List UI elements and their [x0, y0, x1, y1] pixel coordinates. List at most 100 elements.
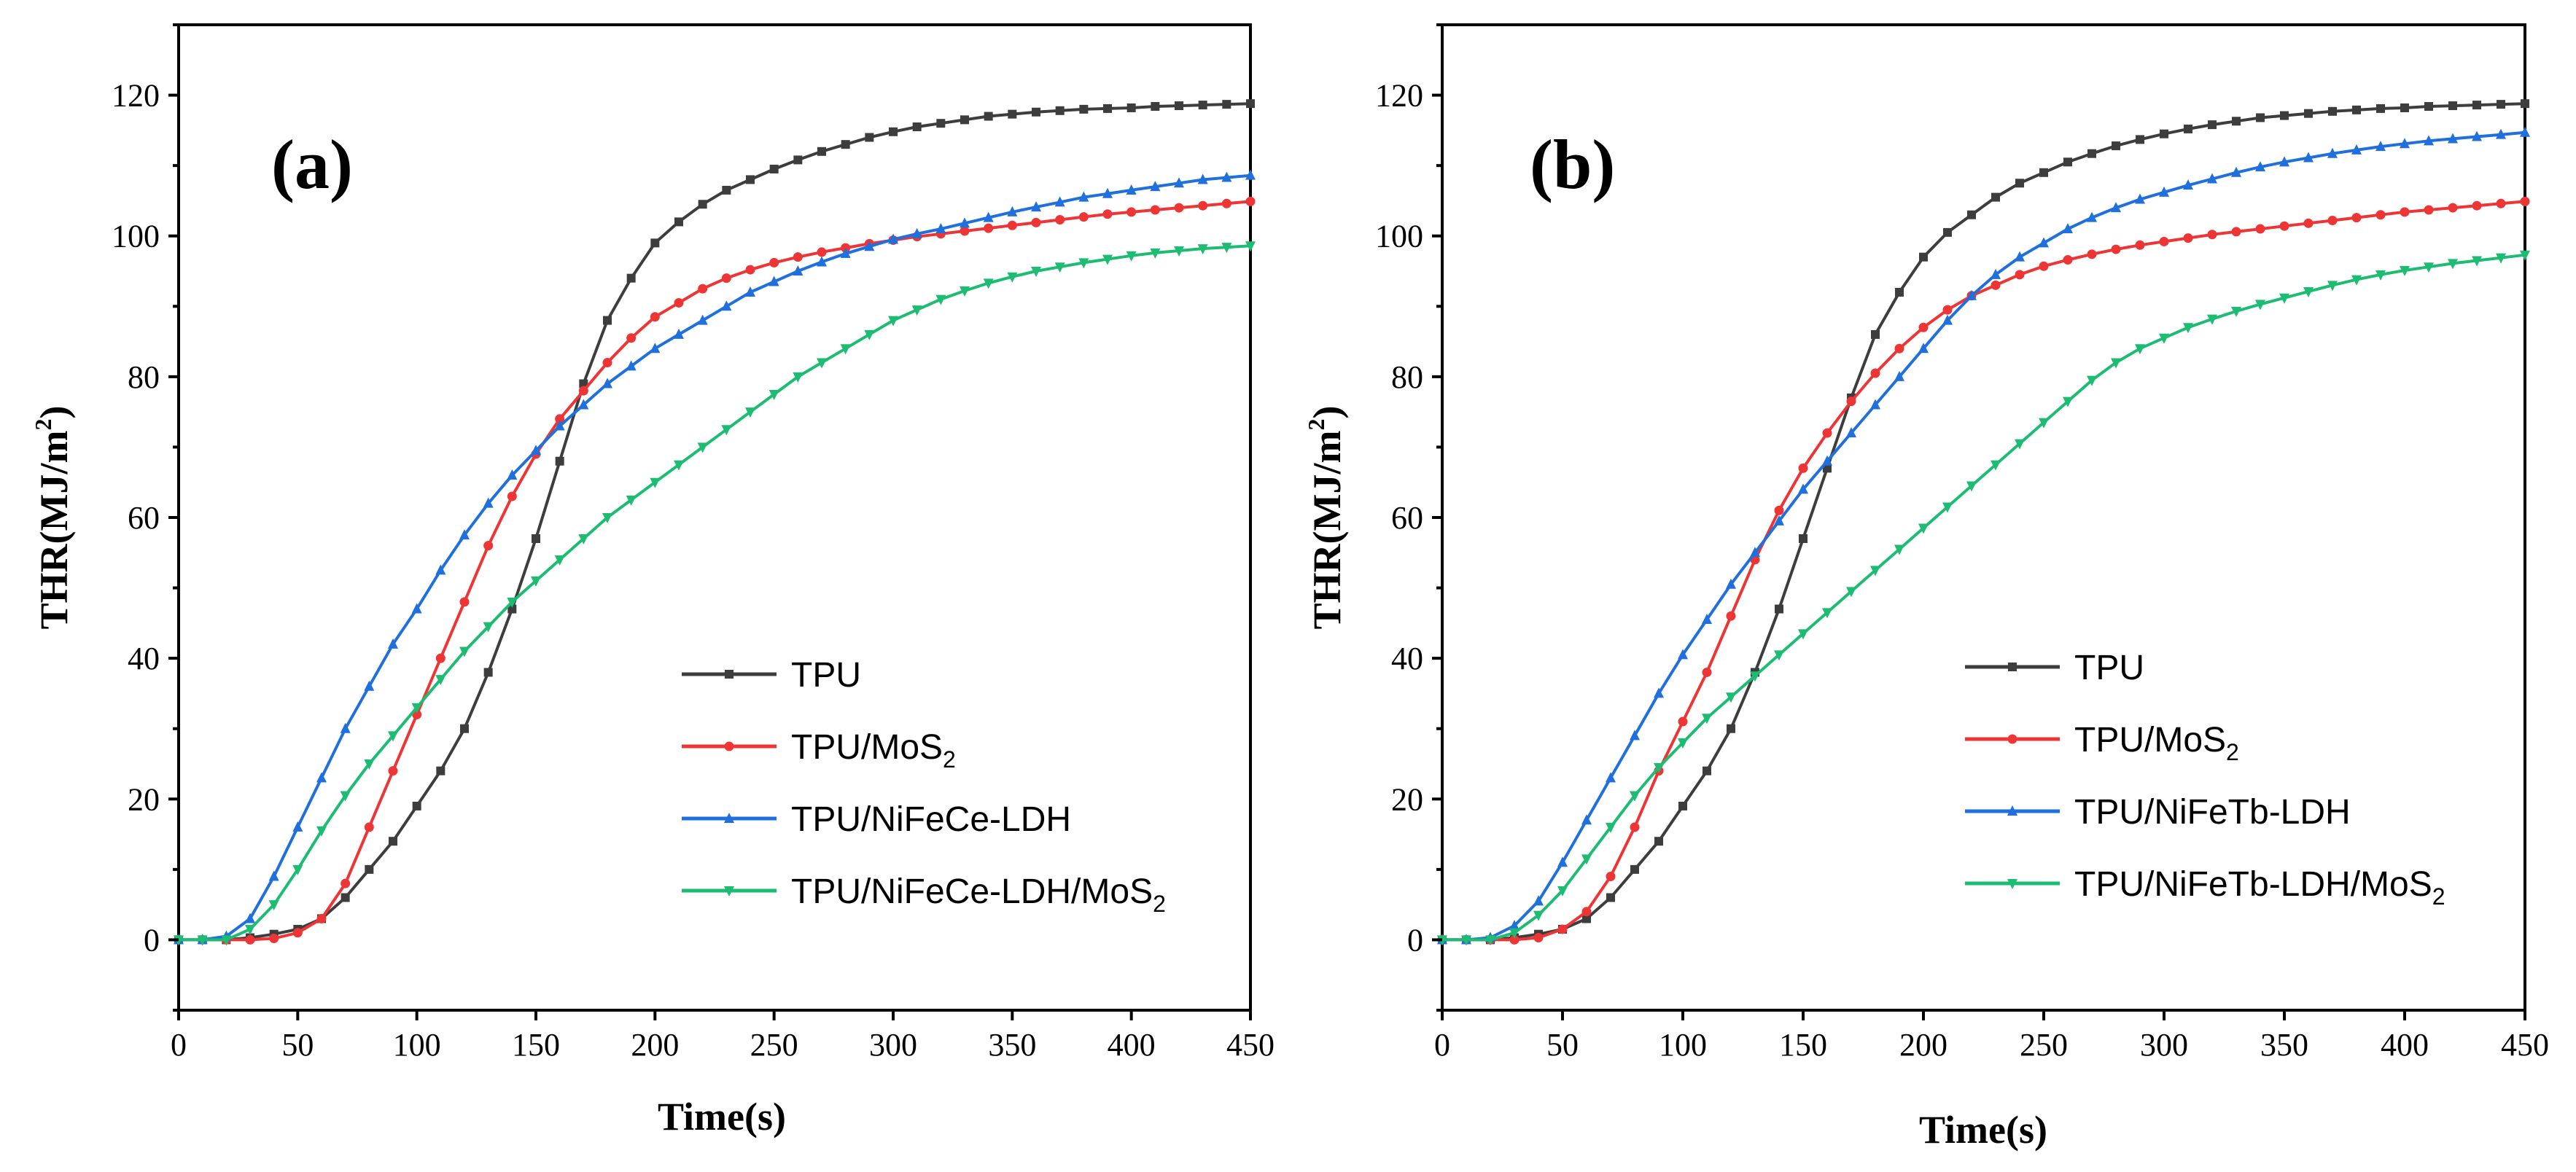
- data-point: [2303, 218, 2314, 228]
- series-layer: [1437, 99, 2530, 946]
- data-point: [555, 456, 564, 466]
- data-point: [746, 175, 755, 184]
- data-point: [483, 541, 494, 551]
- data-point: [2327, 147, 2338, 158]
- data-point: [1126, 251, 1137, 262]
- data-point: [602, 358, 612, 368]
- data-point: [1966, 481, 1977, 492]
- data-point: [2136, 135, 2144, 144]
- data-point: [1078, 191, 1089, 202]
- data-point: [1222, 100, 1231, 109]
- x-tick-label: 250: [750, 1027, 798, 1063]
- x-tick-label: 150: [1779, 1027, 1827, 1063]
- data-point: [1054, 196, 1065, 207]
- legend-item: TPU/NiFeTb-LDH: [1965, 793, 2351, 832]
- data-point: [316, 826, 327, 837]
- data-point: [2087, 249, 2097, 259]
- data-point: [341, 893, 350, 902]
- x-tick-label: 100: [1659, 1027, 1707, 1063]
- data-point: [1798, 483, 1808, 494]
- data-point: [2135, 344, 2145, 355]
- data-point: [1726, 692, 1736, 703]
- data-point: [1678, 738, 1688, 749]
- data-point: [483, 497, 494, 508]
- data-point: [1726, 578, 1736, 589]
- x-tick-label: 350: [988, 1027, 1036, 1063]
- data-point: [2015, 179, 2024, 188]
- data-point: [793, 265, 803, 276]
- data-point: [2087, 375, 2097, 386]
- series-line: [1442, 102, 2526, 942]
- data-point: [1102, 254, 1113, 265]
- data-point: [1823, 464, 1832, 473]
- data-point: [388, 638, 398, 649]
- data-point: [1894, 544, 1904, 555]
- data-point: [1870, 368, 1880, 378]
- data-point: [2063, 157, 2072, 167]
- data-point: [197, 935, 208, 946]
- data-point: [1822, 428, 1832, 438]
- data-point: [2472, 200, 2482, 211]
- y-tick-label: 80: [128, 359, 160, 395]
- data-point: [1654, 762, 1664, 773]
- data-point: [1630, 791, 1640, 802]
- data-point: [626, 360, 637, 371]
- data-point: [388, 731, 398, 742]
- series-tpu-mos2: [1437, 196, 2530, 945]
- data-point: [2159, 236, 2169, 246]
- legend-marker: [724, 886, 734, 896]
- data-point: [555, 414, 565, 424]
- legend-marker: [2007, 734, 2017, 744]
- data-point: [1991, 192, 2000, 202]
- data-point: [1055, 106, 1065, 115]
- data-point: [532, 534, 540, 543]
- data-point: [768, 276, 779, 286]
- data-point: [626, 333, 637, 343]
- data-point: [1606, 893, 1615, 902]
- data-point: [459, 529, 470, 540]
- series-line: [179, 102, 1251, 942]
- legend-marker: [724, 741, 734, 751]
- data-point: [1151, 102, 1160, 112]
- data-point: [1942, 305, 1953, 315]
- data-point: [1197, 173, 1208, 184]
- data-point: [1031, 267, 1041, 277]
- data-point: [817, 256, 827, 267]
- series-tpu-nifetb-ldh: [1437, 126, 2530, 945]
- data-point: [769, 164, 779, 173]
- data-point: [2184, 124, 2192, 133]
- data-point: [1557, 886, 1568, 896]
- data-point: [459, 597, 470, 607]
- data-point: [2159, 333, 2169, 344]
- x-tick-label: 200: [631, 1027, 679, 1063]
- y-tick-label: 20: [1391, 781, 1423, 817]
- data-point: [578, 386, 588, 396]
- data-point: [1175, 101, 1183, 111]
- y-tick-label: 0: [1407, 922, 1423, 958]
- y-tick-label: 0: [144, 922, 160, 958]
- data-point: [2352, 105, 2361, 114]
- data-point: [817, 358, 827, 369]
- legend-label: TPU: [791, 656, 861, 695]
- data-point: [626, 495, 637, 506]
- data-point: [1509, 934, 1519, 945]
- data-point: [292, 821, 303, 832]
- data-point: [1726, 611, 1736, 621]
- data-point: [698, 200, 707, 209]
- data-point: [1461, 935, 1471, 946]
- data-point: [1702, 614, 1712, 625]
- data-point: [2303, 287, 2314, 298]
- legend-label: TPU: [2074, 649, 2144, 687]
- data-point: [1606, 822, 1616, 833]
- data-point: [793, 252, 803, 262]
- data-point: [602, 378, 612, 388]
- data-point: [2111, 244, 2121, 254]
- data-point: [1031, 217, 1041, 227]
- legend-label: TPU/NiFeCe-LDH/MoS2: [791, 872, 1166, 917]
- data-point: [1174, 177, 1184, 188]
- data-point: [2087, 149, 2096, 158]
- data-point: [1031, 201, 1041, 212]
- data-point: [316, 913, 327, 923]
- series-line: [1442, 200, 2526, 942]
- data-point: [1150, 205, 1160, 215]
